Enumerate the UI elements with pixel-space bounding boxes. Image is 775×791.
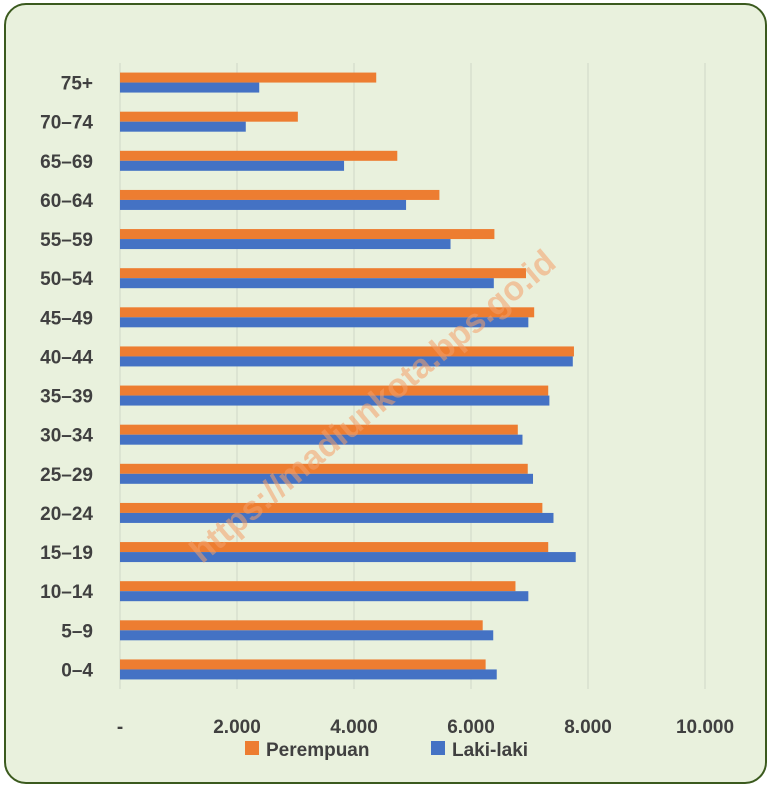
bar-perempuan-5 [120, 268, 526, 279]
legend-swatch-laki-laki [431, 741, 445, 755]
x-tick-labels: - 2.000 4.000 6.000 8.000 10.000 [117, 717, 734, 738]
category-label: 70–74 [40, 113, 93, 134]
bar-laki-laki-5 [120, 278, 494, 289]
bar-laki-laki-12 [120, 552, 576, 563]
category-label: 45–49 [40, 308, 93, 329]
category-label: 0–4 [61, 660, 93, 681]
category-label: 75+ [61, 74, 93, 95]
bar-laki-laki-14 [120, 630, 494, 641]
category-label: 50–54 [40, 269, 93, 290]
bar-laki-laki-3 [120, 199, 407, 210]
x-tick-label: 4.000 [330, 717, 378, 738]
bar-perempuan-10 [120, 463, 528, 474]
category-label: 65–69 [40, 152, 93, 173]
x-tick-label: 6.000 [447, 717, 495, 738]
category-label: 55–59 [40, 230, 93, 251]
x-tick-label: - [117, 717, 123, 738]
x-tick-label: 2.000 [213, 717, 261, 738]
bar-perempuan-15 [120, 659, 486, 670]
bar-perempuan-3 [120, 189, 440, 200]
category-label: 40–44 [40, 347, 93, 368]
bar-laki-laki-10 [120, 473, 534, 484]
bar-perempuan-4 [120, 229, 495, 240]
bar-laki-laki-9 [120, 434, 523, 445]
x-tick-label: 10.000 [676, 717, 734, 738]
legend: Perempuan Laki-laki [245, 740, 528, 761]
x-tick-label: 8.000 [564, 717, 612, 738]
bar-laki-laki-2 [120, 160, 345, 171]
bar-perempuan-1 [120, 111, 298, 122]
bar-laki-laki-11 [120, 512, 554, 523]
category-label: 60–64 [40, 191, 93, 212]
category-label: 30–34 [40, 426, 93, 447]
category-label: 35–39 [40, 387, 93, 408]
bar-perempuan-12 [120, 542, 549, 553]
category-label: 5–9 [61, 621, 93, 642]
legend-swatch-perempuan [245, 741, 259, 755]
bar-laki-laki-1 [120, 121, 246, 132]
bar-perempuan-11 [120, 502, 543, 513]
bar-perempuan-7 [120, 346, 574, 357]
category-labels: 75+ 70–74 65–69 60–64 55–59 50–54 45–49 40–44 35… [40, 74, 93, 682]
bar-laki-laki-4 [120, 239, 451, 250]
bar-laki-laki-6 [120, 317, 529, 328]
category-label: 10–14 [40, 582, 93, 603]
bar-perempuan-8 [120, 385, 549, 396]
legend-label-perempuan: Perempuan [266, 740, 369, 761]
legend-label-laki-laki: Laki-laki [452, 740, 528, 761]
bar-laki-laki-13 [120, 591, 529, 602]
bar-laki-laki-0 [120, 82, 260, 93]
category-label: 25–29 [40, 465, 93, 486]
bar-laki-laki-8 [120, 395, 550, 406]
bar-perempuan-13 [120, 581, 516, 592]
bar-perempuan-0 [120, 72, 377, 83]
category-label: 15–19 [40, 543, 93, 564]
bars [120, 72, 576, 680]
category-label: 20–24 [40, 504, 93, 525]
bar-perempuan-9 [120, 424, 518, 435]
bar-laki-laki-7 [120, 356, 573, 367]
bar-perempuan-2 [120, 150, 398, 161]
bar-laki-laki-15 [120, 669, 497, 680]
bar-perempuan-6 [120, 307, 535, 318]
bar-perempuan-14 [120, 620, 483, 631]
